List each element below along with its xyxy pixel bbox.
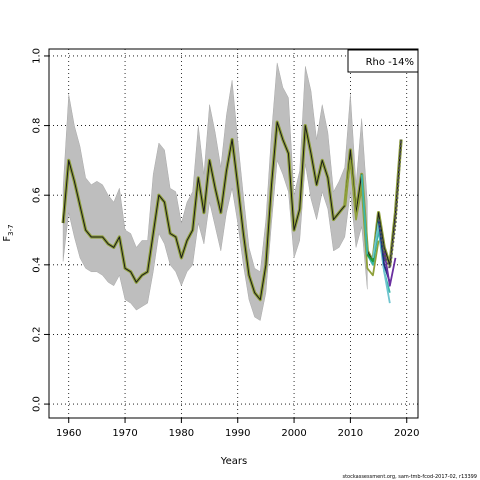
y-tick-label: 0.4 — [32, 257, 43, 273]
y-axis-title-sub: 3-7 — [7, 224, 15, 235]
y-axis-title: F3-7 — [2, 224, 15, 241]
x-tick-label: 1980 — [169, 428, 194, 439]
series-line-1 — [343, 159, 380, 277]
tick-labels: 1960 1970 1980 1990 2000 2010 2020 0.0 0.2 0.4 0.6… — [31, 48, 419, 439]
x-tick-label: 1990 — [225, 428, 250, 439]
y-tick-label: 0.6 — [32, 187, 43, 203]
series-lines — [61, 120, 403, 304]
legend-label: Rho -14% — [366, 57, 414, 68]
x-tick-label: 1970 — [112, 428, 137, 439]
legend-box: Rho -14% — [347, 49, 419, 73]
y-tick-label: 0.0 — [32, 396, 43, 412]
x-tick-label: 2010 — [338, 428, 363, 439]
x-axis-title: Years — [220, 456, 247, 467]
x-tick-label: 2020 — [394, 428, 419, 439]
y-tick-label: 0.2 — [32, 326, 43, 342]
plot-frame — [48, 48, 419, 419]
y-tick-label: 1.0 — [32, 48, 43, 64]
series-line-6 — [383, 250, 397, 287]
x-tick-label: 1960 — [56, 428, 81, 439]
axes — [48, 48, 419, 419]
x-tick-label: 2000 — [281, 428, 306, 439]
y-tick-label: 0.8 — [31, 118, 42, 134]
footer-credit: stockassessment.org, sam-tmb-fcod-2017-0… — [342, 474, 477, 480]
y-axis-title-main: F — [2, 236, 13, 242]
